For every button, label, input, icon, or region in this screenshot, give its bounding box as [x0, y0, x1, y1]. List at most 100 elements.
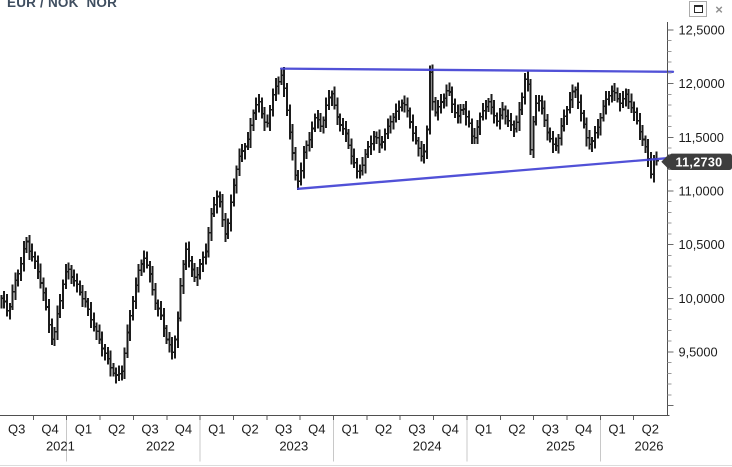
- price-bar: [168, 332, 171, 353]
- price-bar: [493, 99, 496, 124]
- price-bar: [224, 213, 227, 242]
- quarter-label: Q2: [375, 422, 392, 437]
- price-bar: [619, 93, 622, 112]
- close-tick: [27, 240, 29, 243]
- price-bar: [454, 98, 456, 118]
- close-tick: [167, 338, 169, 341]
- close-tick: [279, 80, 281, 83]
- close-tick: [618, 97, 620, 100]
- quarter-label: Q4: [175, 422, 192, 437]
- close-tick: [44, 291, 46, 294]
- close-tick: [131, 314, 133, 317]
- close-tick: [178, 317, 181, 320]
- close-tick: [349, 144, 351, 147]
- price-bar: [386, 118, 389, 140]
- close-tick: [209, 231, 211, 234]
- price-bar: [350, 138, 353, 165]
- price-bar: [468, 110, 470, 128]
- price-bar: [319, 112, 322, 132]
- close-button[interactable]: ×: [710, 1, 728, 17]
- price-bar: [154, 282, 157, 311]
- close-tick: [562, 125, 564, 127]
- price-bar: [120, 365, 123, 381]
- close-tick: [139, 269, 141, 271]
- price-bar: [244, 143, 246, 160]
- trendline-support[interactable]: [296, 156, 675, 190]
- price-bar: [585, 117, 588, 147]
- y-axis-label: 11,5000: [679, 130, 724, 145]
- price-bar: [14, 272, 17, 300]
- price-bar: [574, 86, 577, 98]
- close-tick: [246, 145, 248, 148]
- close-tick: [313, 127, 315, 130]
- trendline-resistance[interactable]: [279, 67, 675, 73]
- price-bar: [652, 155, 655, 183]
- year-label: 2025: [546, 439, 575, 454]
- close-tick: [416, 139, 419, 142]
- close-tick: [492, 106, 494, 108]
- close-tick: [526, 78, 528, 80]
- close-tick: [531, 148, 533, 151]
- close-tick: [646, 145, 648, 148]
- price-bar: [647, 138, 650, 167]
- price-bar: [512, 120, 515, 137]
- price-bar: [171, 337, 174, 360]
- close-tick: [355, 161, 357, 164]
- close-tick: [386, 132, 388, 135]
- close-tick: [626, 93, 629, 96]
- close-tick: [198, 274, 200, 276]
- price-bar: [6, 293, 8, 317]
- close-tick: [111, 367, 113, 369]
- close-tick: [632, 106, 634, 109]
- price-bar: [459, 104, 462, 124]
- maximize-button[interactable]: [689, 1, 707, 17]
- close-tick: [327, 104, 329, 106]
- close-tick: [117, 374, 119, 376]
- price-bar: [238, 148, 241, 177]
- close-tick: [554, 143, 556, 146]
- close-tick: [173, 351, 175, 354]
- close-tick: [159, 307, 161, 310]
- close-tick: [579, 101, 581, 103]
- price-bar: [230, 194, 232, 232]
- price-bar: [50, 318, 53, 346]
- close-tick: [22, 262, 24, 265]
- price-bar: [426, 125, 428, 159]
- price-bar: [140, 259, 143, 276]
- price-bar: [112, 362, 115, 377]
- close-tick: [83, 297, 85, 300]
- close-tick: [310, 139, 312, 141]
- close-tick: [598, 126, 601, 128]
- close-tick: [260, 101, 262, 103]
- price-bar: [109, 350, 112, 377]
- price-bar: [258, 94, 260, 113]
- close-tick: [274, 94, 276, 96]
- price-bar: [437, 100, 440, 121]
- price-bar: [174, 335, 176, 359]
- price-bar: [398, 100, 400, 120]
- close-tick: [475, 136, 477, 139]
- close-tick: [128, 331, 130, 334]
- price-bar: [98, 324, 101, 345]
- price-bar: [557, 133, 560, 154]
- year-label: 2021: [46, 439, 75, 454]
- close-tick: [537, 102, 539, 104]
- close-tick: [218, 195, 220, 198]
- price-bar: [577, 82, 580, 109]
- price-bar: [78, 280, 81, 296]
- price-bar: [221, 193, 224, 227]
- close-tick: [346, 132, 349, 135]
- close-tick: [103, 347, 105, 350]
- price-bar: [476, 120, 479, 144]
- price-bar: [232, 178, 235, 207]
- y-axis-label: 10,5000: [679, 237, 725, 252]
- price-bar: [610, 85, 613, 103]
- close-tick: [248, 138, 251, 141]
- price-bar: [162, 308, 165, 337]
- close-tick: [38, 271, 41, 273]
- price-bar: [496, 112, 498, 127]
- quarter-label: Q2: [508, 422, 525, 437]
- price-bar: [384, 128, 386, 151]
- price-bar: [73, 269, 76, 287]
